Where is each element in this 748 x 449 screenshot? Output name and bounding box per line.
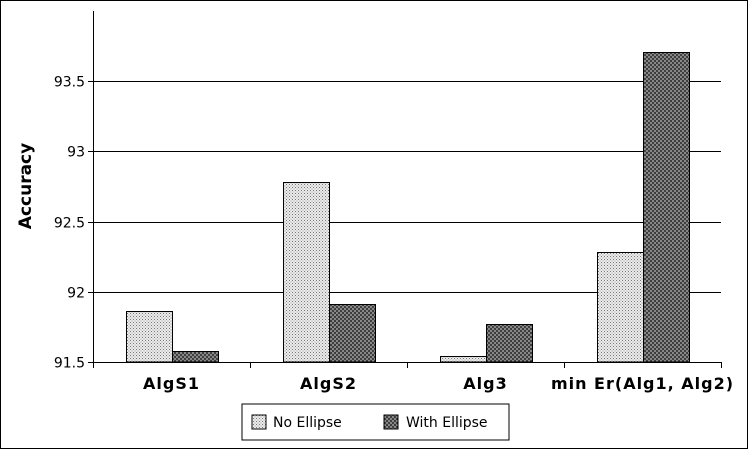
category-label: min Er(Alg1, Alg2) [551, 374, 734, 393]
bar-with-ellipse [643, 52, 690, 363]
y-tick-labels: 91.5 92 92.5 93 93.5 [54, 75, 85, 372]
y-tick-label: 92.5 [54, 216, 85, 232]
y-tick-label: 93 [67, 145, 85, 161]
bar-with-ellipse [172, 351, 219, 363]
category-label: Alg3 [463, 374, 507, 393]
bar-with-ellipse [329, 304, 376, 363]
legend: No Ellipse With Ellipse [241, 403, 510, 441]
bar-no-ellipse [597, 252, 644, 363]
legend-swatch-no-ellipse [251, 414, 267, 430]
category-label: AlgS1 [143, 374, 200, 393]
legend-label-with-ellipse: With Ellipse [406, 415, 488, 431]
category-labels: AlgS1 AlgS2 Alg3 min Er(Alg1, Alg2) [143, 374, 734, 393]
legend-label-no-ellipse: No Ellipse [273, 415, 342, 431]
bars [126, 52, 690, 363]
bar-no-ellipse [126, 311, 173, 363]
category-label: AlgS2 [300, 374, 357, 393]
legend-swatch-with-ellipse [383, 414, 399, 430]
axes [93, 11, 722, 368]
y-tick-label: 92 [67, 286, 85, 302]
bar-with-ellipse [486, 324, 533, 363]
bar-no-ellipse [440, 356, 487, 363]
bar-no-ellipse [283, 182, 330, 363]
y-tick-label: 91.5 [54, 356, 85, 372]
y-tick-label: 93.5 [54, 75, 85, 91]
legend-box [241, 403, 510, 441]
y-axis-title: Accuracy [16, 143, 36, 229]
